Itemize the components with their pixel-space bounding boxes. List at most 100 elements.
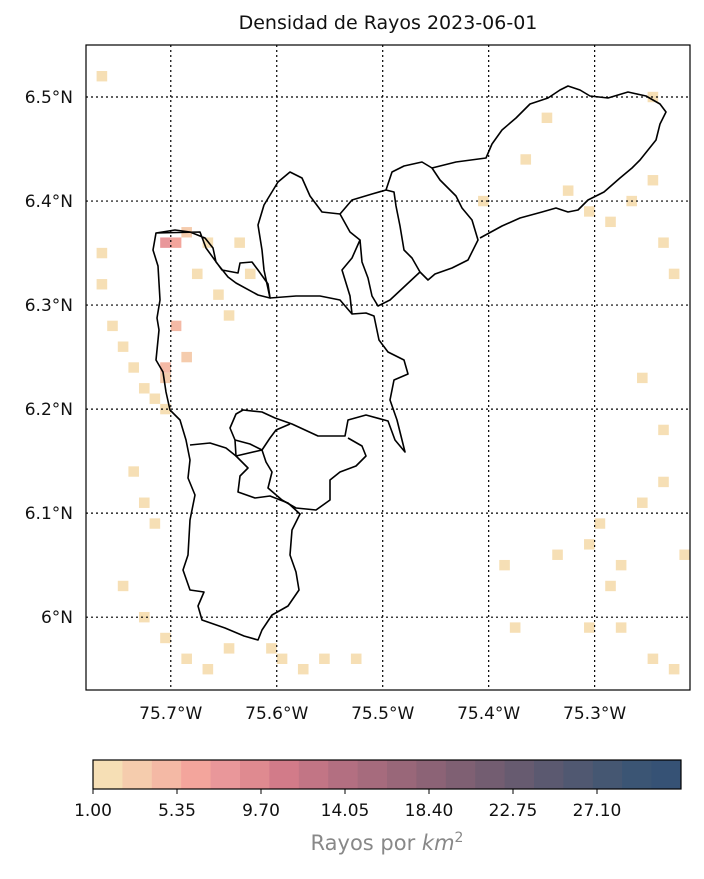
heat-cell <box>149 393 161 404</box>
heat-cell <box>350 653 362 664</box>
colorbar-tick-label: 22.75 <box>489 801 538 821</box>
boundary-north-2 <box>339 161 479 281</box>
colorbar-segment <box>504 760 535 789</box>
heat-cell <box>170 320 182 332</box>
heat-cell <box>160 362 171 373</box>
colorbar-segment <box>151 760 182 789</box>
colorbar-segment <box>445 760 476 789</box>
boundary-northeast <box>431 85 667 239</box>
heat-cell <box>128 466 139 477</box>
heat-cell <box>647 653 659 664</box>
heat-cell <box>96 279 108 290</box>
heat-cell <box>658 476 669 488</box>
heat-cell <box>128 362 139 373</box>
heat-cell <box>584 206 595 217</box>
heat-cell <box>138 383 150 394</box>
colorbar-segment <box>269 760 300 789</box>
heat-cell <box>202 663 214 675</box>
colorbar-segment <box>357 760 388 789</box>
colorbar-segment <box>475 760 506 789</box>
heat-cell <box>276 653 288 664</box>
heat-cell <box>223 643 235 654</box>
boundary-south-inner-2 <box>189 437 367 511</box>
heat-cell <box>509 622 521 633</box>
y-tick-label: 6°N <box>41 608 73 628</box>
heat-cell <box>658 237 669 248</box>
heat-cell <box>138 497 150 508</box>
colorbar-tick-label: 27.10 <box>573 801 622 821</box>
heat-cell <box>541 112 553 124</box>
heat-cell <box>615 559 627 571</box>
y-tick-label: 6.5°N <box>25 88 73 108</box>
colorbar-tick-label: 18.40 <box>405 801 454 821</box>
colorbar-segment <box>592 760 623 789</box>
heat-cell <box>160 237 171 248</box>
colorbar-segment <box>622 760 653 789</box>
heat-cell <box>244 268 256 280</box>
colorbar-tick-label: 9.70 <box>242 801 280 821</box>
colorbar-tick-label: 1.00 <box>74 801 112 821</box>
boundary-west-main <box>152 232 409 641</box>
heat-cell <box>520 154 532 165</box>
colorbar-frame <box>92 759 682 790</box>
colorbar-segment <box>181 760 212 789</box>
heat-cell <box>499 559 510 571</box>
colorbar-segment <box>563 760 594 789</box>
heatmap-cells <box>96 71 690 675</box>
heat-cell <box>213 289 224 300</box>
colorbar-segment <box>651 760 682 789</box>
colorbar-segment <box>240 760 270 789</box>
heat-cell <box>605 216 616 228</box>
heat-cell <box>637 372 648 384</box>
colorbar-segment <box>534 760 564 789</box>
colorbar-tick-label: 14.05 <box>321 801 370 821</box>
y-tick-label: 6.1°N <box>25 504 73 524</box>
heat-cell <box>170 237 182 248</box>
heat-cell <box>107 320 118 332</box>
colorbar-segment <box>328 760 359 789</box>
heat-cell <box>478 195 489 207</box>
heat-cell <box>223 310 235 321</box>
heat-cell <box>96 71 108 82</box>
x-tick-label: 75.4°W <box>457 704 520 724</box>
heat-cell <box>181 653 192 664</box>
colorbar: 1.00 5.35 9.70 14.05 18.40 22.75 27.10 <box>74 759 682 821</box>
heat-cell <box>615 622 627 633</box>
heat-cell <box>96 247 108 259</box>
heat-cell <box>668 268 680 280</box>
heat-cell <box>297 663 309 675</box>
y-tick-label: 6.4°N <box>25 192 73 212</box>
x-tick-label: 75.3°W <box>563 704 626 724</box>
heat-cell <box>191 268 203 280</box>
colorbar-tick-label: 5.35 <box>158 801 196 821</box>
heat-cell <box>117 341 129 352</box>
heat-cell <box>160 372 171 384</box>
x-tick-label: 75.6°W <box>245 704 308 724</box>
heat-cell <box>234 237 245 248</box>
heat-cell <box>647 175 659 186</box>
heat-cell <box>562 185 574 196</box>
heat-cell <box>319 653 330 664</box>
boundary-south-inner-1 <box>234 423 291 451</box>
boundary-north <box>257 171 361 315</box>
x-tick-label: 75.7°W <box>139 704 202 724</box>
heat-cell <box>658 424 669 436</box>
chart-title: Densidad de Rayos 2023-06-01 <box>238 12 538 34</box>
heat-cell <box>181 351 192 363</box>
heat-cell <box>668 663 680 675</box>
heat-cell <box>584 622 595 633</box>
heat-cell <box>584 539 595 550</box>
y-tick-label: 6.2°N <box>25 400 73 420</box>
colorbar-segment <box>122 760 153 789</box>
heat-cell <box>266 643 277 654</box>
y-tick-label: 6.3°N <box>25 296 73 316</box>
heat-cell <box>117 580 129 592</box>
colorbar-segment <box>210 760 241 789</box>
plot-frame <box>85 44 691 691</box>
gridlines <box>86 45 690 690</box>
heat-cell <box>552 549 563 560</box>
heat-cell <box>160 632 171 644</box>
x-tick-label: 75.5°W <box>351 704 414 724</box>
y-axis-ticks: 6°N 6.1°N 6.2°N 6.3°N 6.4°N 6.5°N <box>25 88 73 628</box>
